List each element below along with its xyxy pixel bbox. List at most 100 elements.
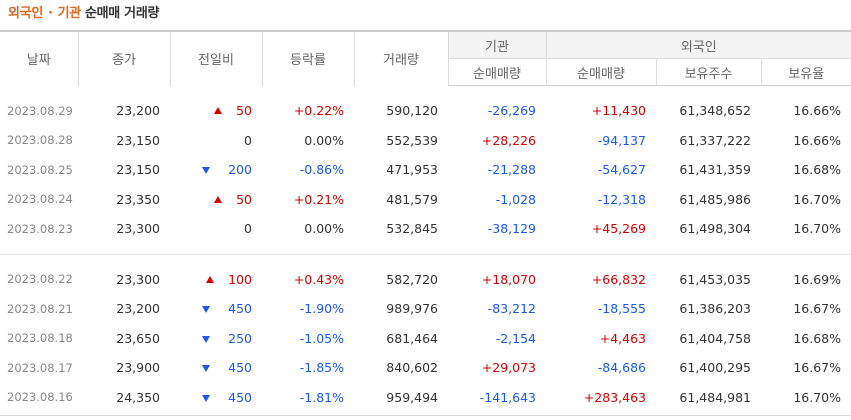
rate-cell-value: 0.00% <box>304 221 344 237</box>
foreign-net-cell: -18,555 <box>546 294 656 324</box>
date-cell-value: 2023.08.24 <box>7 192 73 207</box>
institution-net-cell-value: +18,070 <box>481 271 536 287</box>
foreign-holdings-cell-value: 61,400,295 <box>679 360 751 376</box>
table-row: 2023.08.24 23,350 50 +0.21% 481,579 -1,028 -12… <box>0 185 851 215</box>
institution-net-cell-value: -141,643 <box>479 389 536 405</box>
foreign-holdings-cell: 61,453,035 <box>656 265 761 295</box>
foreign-ratio-cell-value: 16.66% <box>793 103 842 119</box>
table-row: 2023.08.16 24,350 450 -1.81% 959,494 -141,643… <box>0 383 851 413</box>
section-title: 외국인 · 기관 순매매 거래량 <box>0 0 851 30</box>
foreign-ratio-cell-value: 16.70% <box>793 389 842 405</box>
change-cell: 50 <box>170 96 262 126</box>
foreign-net-cell-value: +45,269 <box>591 221 646 237</box>
foreign-holdings-cell-value: 61,431,359 <box>679 162 751 178</box>
rate-cell-value: -1.81% <box>299 389 344 405</box>
close-cell: 23,150 <box>78 126 170 156</box>
foreign-net-cell-value: +66,832 <box>591 271 646 287</box>
date-cell: 2023.08.28 <box>0 126 78 156</box>
change-value: 450 <box>228 360 252 376</box>
foreign-holdings-cell-value: 61,337,222 <box>679 132 751 148</box>
title-net-volume: 순매매 거래량 <box>84 6 160 21</box>
rate-cell: 0.00% <box>262 126 354 156</box>
foreign-net-cell: +283,463 <box>546 383 656 413</box>
foreign-net-cell-value: -12,318 <box>597 191 646 207</box>
table-row: 2023.08.17 23,900 450 -1.85% 840,602 +29,073 -… <box>0 353 851 383</box>
spacer-cell <box>0 86 851 97</box>
foreign-holdings-cell-value: 61,484,981 <box>679 389 751 405</box>
foreign-holdings-cell: 61,337,222 <box>656 126 761 156</box>
foreign-holdings-cell: 61,400,295 <box>656 353 761 383</box>
foreign-net-cell: +4,463 <box>546 324 656 354</box>
spacer-row <box>0 255 851 265</box>
close-cell-value: 23,650 <box>116 330 160 346</box>
foreign-net-cell-value: +283,463 <box>583 389 646 405</box>
date-cell: 2023.08.24 <box>0 185 78 215</box>
change-cell: 450 <box>170 294 262 324</box>
rate-cell: +0.21% <box>262 185 354 215</box>
institution-net-cell-value: -21,288 <box>487 162 536 178</box>
change-cell: 250 <box>170 324 262 354</box>
foreign-net-cell: -94,137 <box>546 126 656 156</box>
volume-cell: 840,602 <box>354 353 448 383</box>
volume-cell-value: 532,845 <box>386 221 438 237</box>
volume-cell: 532,845 <box>354 214 448 244</box>
foreign-holdings-cell: 61,348,652 <box>656 96 761 126</box>
volume-cell-value: 590,120 <box>386 103 438 119</box>
header-rate: 등락률 <box>261 30 354 86</box>
institution-net-cell: -83,212 <box>448 294 546 324</box>
foreign-net-cell: -84,686 <box>546 353 656 383</box>
rate-cell: -1.81% <box>262 383 354 413</box>
foreign-net-cell-value: -94,137 <box>597 132 646 148</box>
volume-cell: 989,976 <box>354 294 448 324</box>
change-cell: 0 <box>170 126 262 156</box>
rate-cell: -1.05% <box>262 324 354 354</box>
close-cell-value: 23,300 <box>116 221 160 237</box>
down-arrow-icon <box>202 335 211 343</box>
date-cell-value: 2023.08.23 <box>7 221 73 236</box>
institution-net-cell: -38,129 <box>448 214 546 244</box>
institution-net-cell-value: -1,028 <box>495 191 536 207</box>
volume-cell: 681,464 <box>354 324 448 354</box>
foreign-ratio-cell-value: 16.69% <box>793 271 842 287</box>
volume-cell: 481,579 <box>354 185 448 215</box>
close-cell: 23,150 <box>78 155 170 185</box>
volume-cell: 471,953 <box>354 155 448 185</box>
foreign-net-cell: +45,269 <box>546 214 656 244</box>
foreign-ratio-cell-value: 16.70% <box>793 191 842 207</box>
date-cell: 2023.08.17 <box>0 353 78 383</box>
close-cell: 23,200 <box>78 96 170 126</box>
table-row: 2023.08.23 23,300 0 0.00% 532,845 -38,129 +45,… <box>0 214 851 244</box>
close-cell-value: 23,200 <box>116 103 160 119</box>
down-arrow-icon <box>202 306 211 314</box>
table-body: 2023.08.29 23,200 50 +0.22% 590,120 -26,269 +1… <box>0 86 851 413</box>
change-cell: 100 <box>170 265 262 295</box>
date-cell-value: 2023.08.18 <box>7 331 73 346</box>
volume-cell: 582,720 <box>354 265 448 295</box>
date-cell-value: 2023.08.21 <box>7 301 73 316</box>
down-arrow-icon <box>202 167 211 175</box>
foreign-net-cell: +11,430 <box>546 96 656 126</box>
volume-cell-value: 989,976 <box>386 301 438 317</box>
foreign-holdings-cell: 61,484,981 <box>656 383 761 413</box>
change-value: 100 <box>228 271 252 287</box>
table-row: 2023.08.29 23,200 50 +0.22% 590,120 -26,269 +1… <box>0 96 851 126</box>
foreign-net-cell: -54,627 <box>546 155 656 185</box>
close-cell: 23,300 <box>78 214 170 244</box>
title-foreign: 외국인 <box>8 6 43 21</box>
institution-net-cell-value: -38,129 <box>487 221 536 237</box>
date-cell-value: 2023.08.28 <box>7 133 73 148</box>
foreign-net-cell-value: +11,430 <box>591 103 646 119</box>
date-cell: 2023.08.21 <box>0 294 78 324</box>
foreign-holdings-cell: 61,485,986 <box>656 185 761 215</box>
header-date: 날짜 <box>0 30 78 86</box>
foreign-ratio-cell-value: 16.67% <box>793 360 842 376</box>
foreign-net-cell-value: -84,686 <box>597 360 646 376</box>
close-cell: 23,900 <box>78 353 170 383</box>
foreign-holdings-cell: 61,431,359 <box>656 155 761 185</box>
rate-cell-value: -0.86% <box>299 162 344 178</box>
close-cell-value: 23,900 <box>116 360 160 376</box>
date-cell-value: 2023.08.17 <box>7 360 73 375</box>
header-foreign-holdings: 보유주수 <box>655 58 761 86</box>
foreign-ratio-cell: 16.69% <box>761 265 851 295</box>
change-value: 0 <box>244 132 252 148</box>
